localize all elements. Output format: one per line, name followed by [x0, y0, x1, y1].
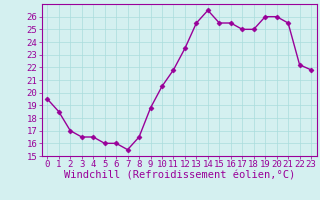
X-axis label: Windchill (Refroidissement éolien,°C): Windchill (Refroidissement éolien,°C)	[64, 171, 295, 181]
